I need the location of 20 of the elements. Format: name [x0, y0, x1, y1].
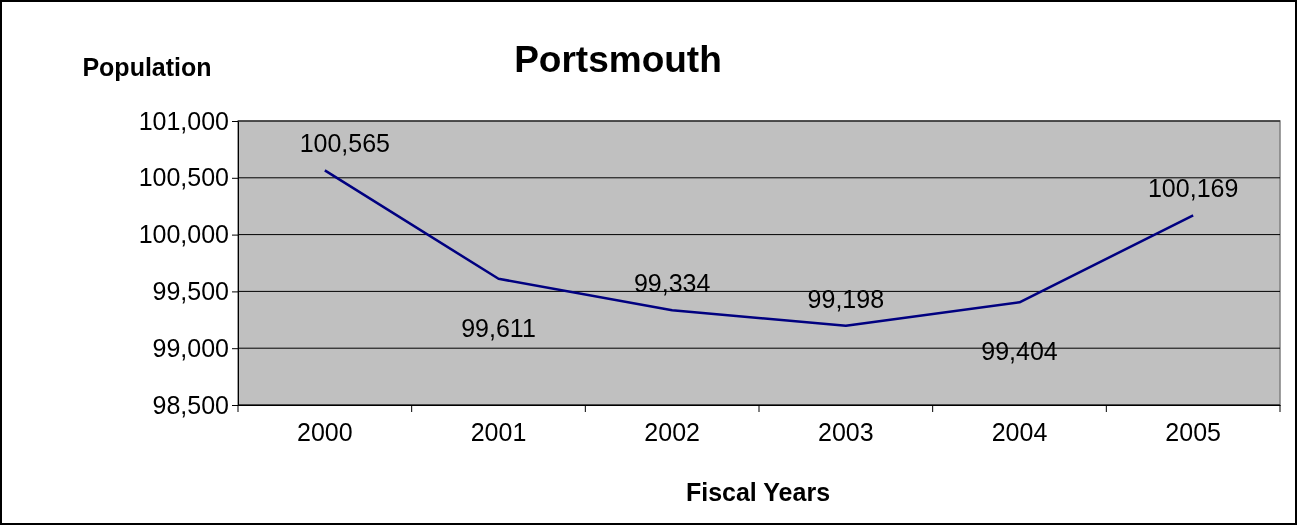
data-label: 99,611	[461, 313, 536, 342]
y-tick-label: 100,500	[138, 163, 229, 192]
y-tick-label: 99,500	[152, 276, 229, 305]
y-tick-label: 100,000	[138, 220, 229, 249]
data-label: 100,565	[299, 129, 391, 158]
data-label: 100,169	[1147, 174, 1239, 203]
data-label: 99,198	[807, 284, 885, 313]
x-tick-label: 2005	[1165, 417, 1221, 446]
chart-title: Portsmouth	[514, 39, 722, 80]
data-label: 99,334	[633, 269, 711, 298]
x-tick-label: 2000	[297, 417, 353, 446]
y-tick-label: 99,000	[152, 333, 229, 362]
y-tick-label: 98,500	[152, 390, 229, 419]
y-tick-label: 101,000	[138, 106, 229, 135]
y-axis-title: Population	[82, 53, 212, 81]
x-tick-label: 2004	[991, 417, 1048, 446]
x-tick-label: 2001	[470, 417, 527, 446]
x-tick-label: 2003	[818, 417, 874, 446]
x-axis-title: Fiscal Years	[685, 478, 831, 506]
x-tick-label: 2002	[644, 417, 700, 446]
